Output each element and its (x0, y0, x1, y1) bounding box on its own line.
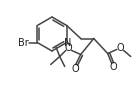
Text: O: O (72, 63, 80, 73)
Text: Br: Br (18, 38, 29, 48)
Text: O: O (117, 42, 124, 52)
Text: O: O (65, 42, 72, 52)
Text: O: O (110, 62, 118, 72)
Text: N: N (64, 38, 71, 48)
